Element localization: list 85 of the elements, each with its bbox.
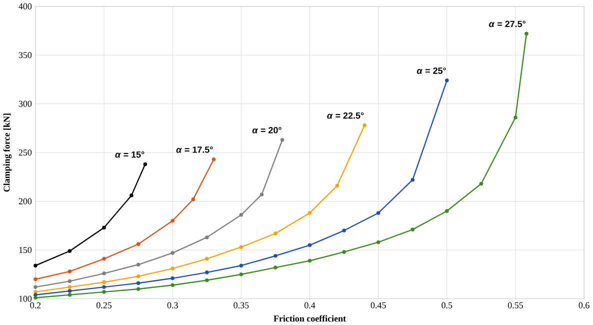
point (239, 245, 244, 250)
point (205, 278, 209, 282)
point (524, 32, 528, 36)
x-tick-label: 0.55 (508, 302, 523, 308)
point (136, 281, 140, 286)
point (102, 272, 106, 276)
y-tick-label: 300 (18, 100, 32, 107)
point (130, 194, 134, 198)
point (143, 162, 148, 166)
series-label: α = 27.5° (489, 20, 526, 28)
point (102, 226, 106, 230)
point (362, 123, 367, 128)
point (514, 116, 518, 120)
point (34, 285, 38, 289)
point (308, 243, 312, 248)
y-tick-label: 250 (18, 150, 32, 156)
point (205, 235, 209, 240)
point (308, 211, 312, 215)
point (136, 287, 140, 291)
x-tick-label: 0.45 (370, 302, 386, 308)
point (68, 289, 72, 293)
point (68, 270, 72, 274)
point (260, 192, 264, 196)
point (239, 213, 244, 217)
point (170, 276, 175, 280)
x-tick-label: 0.4 (304, 302, 316, 308)
y-axis-title: Clamping force [kN] (3, 114, 12, 192)
point (68, 249, 72, 253)
series-label: α = 25° (416, 68, 446, 74)
point (239, 264, 244, 268)
point (239, 272, 244, 276)
point (212, 158, 216, 162)
point (68, 285, 72, 289)
x-tick-label: 0.25 (96, 302, 112, 308)
x-tick-label: 0.6 (578, 302, 590, 308)
point (274, 254, 278, 258)
point (102, 290, 106, 294)
point (274, 232, 278, 236)
point (445, 209, 449, 213)
point (102, 285, 106, 289)
point (34, 264, 38, 268)
point (445, 78, 449, 82)
point (102, 256, 106, 261)
point (136, 242, 140, 246)
series-label: α = 22.5° (327, 112, 364, 119)
point (335, 184, 340, 188)
series-label: α = 20° (252, 127, 282, 134)
x-tick-label: 0.35 (234, 302, 249, 308)
point (136, 262, 140, 267)
x-tick-label: 0.5 (442, 302, 452, 308)
x-axis-title: Friction coefficient (274, 315, 346, 322)
point (68, 292, 72, 297)
y-tick-label: 200 (18, 198, 32, 204)
point (410, 228, 415, 232)
point (68, 279, 72, 284)
y-tick-label: 100 (19, 296, 32, 302)
point (170, 283, 175, 288)
point (34, 292, 38, 297)
point (479, 182, 484, 186)
point (34, 290, 38, 294)
point (376, 211, 380, 215)
point (170, 266, 175, 270)
series-label: α = 17.5° (176, 146, 213, 153)
point (136, 274, 140, 278)
x-tick-label: 0.3 (167, 302, 178, 308)
point (308, 258, 312, 263)
point (410, 178, 415, 182)
point (34, 296, 38, 300)
point (170, 251, 175, 255)
point (274, 266, 278, 270)
point (280, 138, 284, 142)
y-tick-label: 150 (19, 247, 32, 254)
point (205, 270, 209, 274)
point (342, 228, 346, 232)
point (170, 218, 175, 223)
point (376, 240, 380, 244)
point (34, 277, 38, 282)
point (191, 197, 196, 202)
point (342, 250, 346, 254)
point (205, 256, 209, 261)
series-label: α = 15° (115, 151, 144, 158)
point (102, 280, 106, 284)
y-tick-label: 350 (18, 52, 32, 58)
x-tick-label: 0.2 (30, 302, 41, 308)
y-tick-label: 400 (18, 3, 32, 10)
